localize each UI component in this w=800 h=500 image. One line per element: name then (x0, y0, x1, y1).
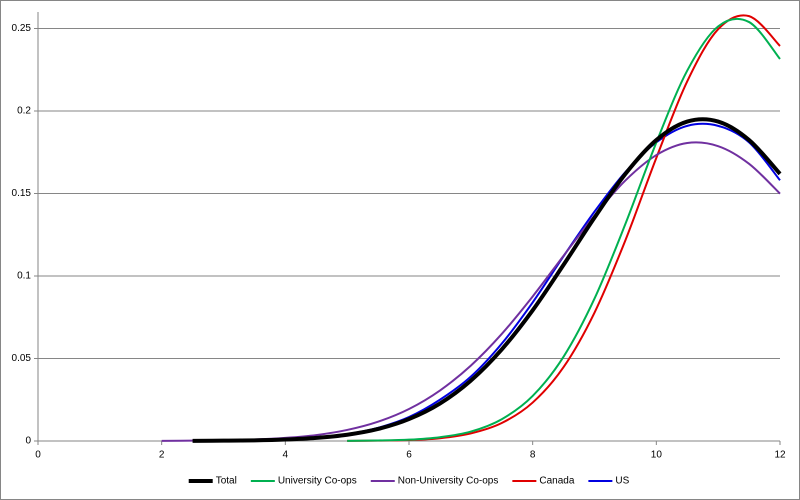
y-tick-label: 0 (25, 436, 31, 447)
legend-label: Non-University Co-ops (398, 476, 499, 487)
x-tick-label: 6 (406, 450, 412, 461)
y-tick-label: 0.15 (12, 188, 32, 199)
y-tick-label: 0.05 (12, 353, 32, 364)
x-tick-label: 12 (774, 450, 786, 461)
legend-label: Canada (539, 476, 574, 487)
legend: Total University Co-ops Non-University Co-… (188, 476, 630, 487)
legend-label: Total (216, 476, 237, 487)
x-tick-label: 10 (651, 450, 663, 461)
series-line (347, 17, 781, 442)
legend-label: University Co-ops (278, 476, 357, 487)
y-tick-label: 0.25 (12, 23, 32, 34)
x-tick-label: 0 (35, 450, 41, 461)
y-tick-label: 0.1 (17, 271, 31, 282)
x-tick-label: 2 (159, 450, 165, 461)
y-tick-label: 0.2 (17, 106, 31, 117)
legend-label: US (615, 476, 629, 487)
x-tick-label: 8 (530, 450, 536, 461)
series-line (192, 117, 782, 443)
x-tick-label: 4 (283, 450, 289, 461)
